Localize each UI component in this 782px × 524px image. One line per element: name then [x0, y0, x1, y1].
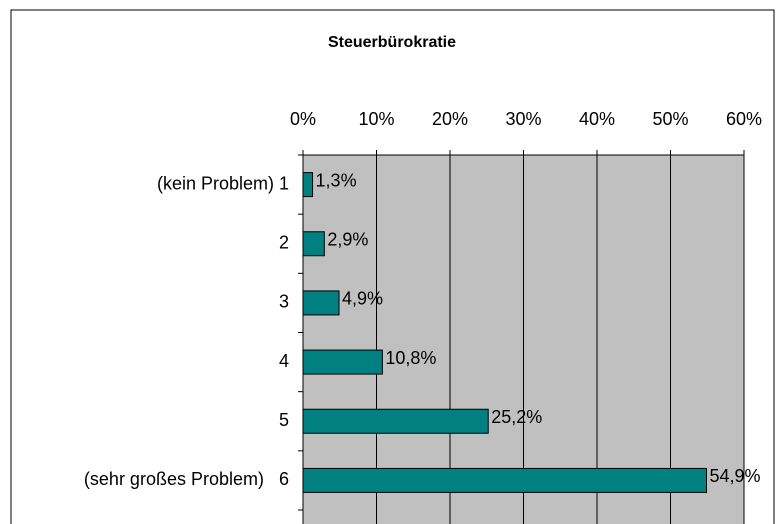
x-tick-label: 40%: [579, 109, 615, 129]
data-label: 10,8%: [385, 348, 436, 368]
x-tick-label: 0%: [290, 109, 316, 129]
bar: [302, 349, 383, 375]
y-tick-label: 2: [279, 233, 289, 253]
x-tick-label: 60%: [726, 109, 762, 129]
y-tick-label: (sehr großes Problem) 6: [84, 469, 289, 489]
x-tick-label: 20%: [432, 109, 468, 129]
x-tick-label: 50%: [652, 109, 688, 129]
bar: [302, 408, 489, 434]
chart-title: Steuerbürokratie: [328, 34, 456, 51]
x-tick-label: 10%: [358, 109, 394, 129]
bar: [302, 231, 325, 257]
bar: [302, 172, 314, 198]
data-label: 54,9%: [710, 466, 761, 486]
bar: [302, 290, 340, 316]
data-label: 1,3%: [316, 170, 357, 190]
y-tick-label: 3: [279, 292, 289, 312]
bar: [302, 467, 708, 493]
y-tick-label: (kein Problem) 1: [157, 173, 289, 193]
x-tick-label: 30%: [505, 109, 541, 129]
data-label: 25,2%: [491, 407, 542, 427]
data-label: 4,9%: [342, 289, 383, 309]
data-label: 2,9%: [327, 230, 368, 250]
y-tick-label: 4: [279, 351, 289, 371]
y-tick-label: 5: [279, 410, 289, 430]
